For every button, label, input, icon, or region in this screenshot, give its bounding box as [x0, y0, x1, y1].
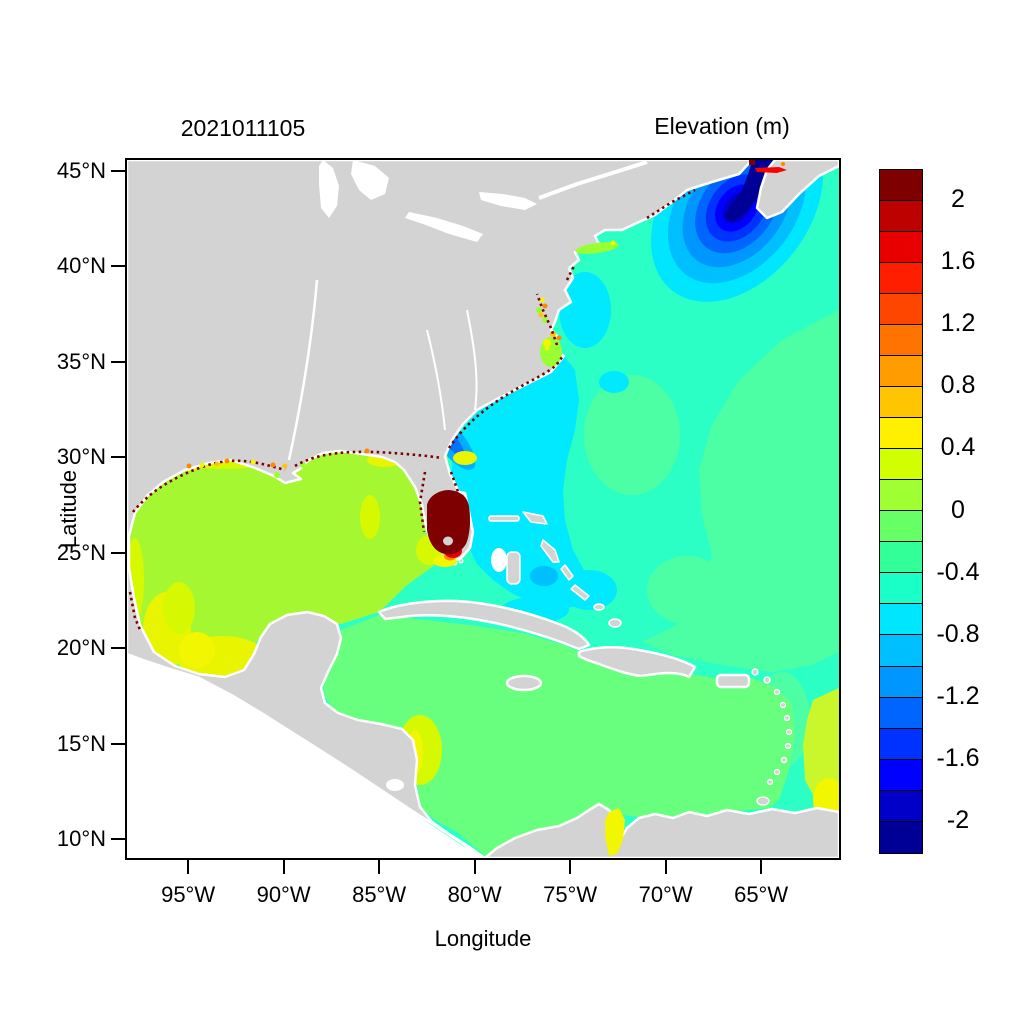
x-tick-mark: [378, 860, 381, 874]
cuba: [377, 599, 591, 651]
colorbar-cell: [880, 759, 922, 791]
lake-ontario: [479, 192, 537, 210]
colorbar-tick-label: 0: [951, 495, 965, 524]
x-tick-mark: [473, 860, 476, 874]
colorbar-tick-label: 0.4: [940, 433, 976, 462]
colorbar-tick-label: -0.4: [936, 557, 980, 586]
pacific-no-data: [127, 654, 487, 858]
south-america: [483, 802, 839, 858]
lake-nicaragua: [386, 779, 404, 791]
y-tick-mark: [111, 169, 125, 172]
colorbar-title: Elevation (m): [654, 113, 790, 139]
y-tick-mark: [111, 265, 125, 267]
colorbar-tick-label: 1.2: [940, 309, 976, 338]
x-tick-mark: [282, 860, 285, 874]
y-tick-mark: [111, 551, 125, 554]
colorbar-cell: [880, 449, 922, 481]
colorbar-cell: [880, 325, 922, 357]
colorbar-cell: [880, 356, 922, 388]
y-tick-mark: [111, 647, 125, 649]
colorbar-cell: [880, 821, 922, 853]
x-tick-label: 80°W: [447, 882, 502, 907]
mississippi-river: [287, 279, 319, 461]
y-tick-label: 45°N: [56, 157, 106, 183]
x-axis-label: Longitude: [434, 926, 532, 951]
lake-huron: [351, 160, 389, 200]
x-tick-label: 90°W: [256, 882, 311, 907]
colorbar-cell: [880, 666, 922, 698]
puerto-rico: [715, 673, 751, 689]
elevation-map: [127, 160, 839, 858]
lesser-antilles: [751, 668, 793, 806]
y-tick-mark: [111, 838, 125, 840]
coastal-speckles: [128, 188, 696, 633]
y-tick-label: 25°N: [56, 539, 106, 565]
lake-erie: [405, 212, 483, 242]
colorbar-cell: [880, 511, 922, 543]
colorbar-tick-label: 0.8: [940, 371, 976, 400]
deeper-cyan-patch: [530, 566, 558, 586]
x-tick-label: 85°W: [352, 882, 407, 907]
colorbar-cell: [880, 418, 922, 450]
colorbar-cell: [880, 170, 922, 202]
y-tick-mark: [111, 456, 125, 458]
x-tick-mark: [187, 860, 190, 874]
y-tick-label: 10°N: [56, 826, 106, 851]
colorbar-cell: [880, 604, 922, 636]
x-tick-mark: [569, 860, 572, 874]
x-tick-label: 75°W: [543, 882, 598, 907]
y-tick-label: 20°N: [56, 635, 106, 660]
jamaica: [505, 674, 543, 692]
river-3: [426, 329, 446, 431]
colorbar-cell: [880, 232, 922, 264]
gulf-of-venezuela-high: [605, 808, 625, 856]
y-tick-label: 35°N: [56, 348, 106, 374]
andros-flats: [491, 548, 507, 572]
st-lawrence-river: [538, 160, 648, 200]
colorbar-cell: [880, 542, 922, 574]
coastal-speckle-dots: [186, 303, 562, 469]
y-tick-mark: [111, 360, 125, 363]
lake-michigan: [319, 160, 339, 218]
colorbar-cell: [880, 635, 922, 667]
colorbar-cell: [880, 387, 922, 419]
x-tick-label: 70°W: [638, 882, 693, 907]
colorbar-tick-label: -0.8: [936, 619, 980, 648]
y-tick-label: 30°N: [56, 444, 106, 469]
bahamas: [488, 511, 622, 628]
lakes-and-rivers: [287, 160, 648, 791]
y-tick-label: 15°N: [56, 730, 106, 756]
colorbar-cell: [880, 697, 922, 729]
colorbar-cell: [880, 790, 922, 822]
y-axis-label: Latitude: [56, 469, 82, 549]
cyan-coastal-band: [451, 272, 629, 623]
x-tick-label: 95°W: [161, 882, 216, 907]
colorbar-cell: [880, 573, 922, 605]
river-2: [466, 309, 478, 411]
colorbar-cell: [880, 294, 922, 326]
hispaniola: [577, 646, 697, 679]
colorbar-cell: [880, 263, 922, 295]
map-plot-area: [125, 158, 841, 860]
colorbar-tick-label: -1.2: [936, 681, 980, 710]
nova-scotia: [755, 160, 839, 220]
colorbar-cell: [880, 728, 922, 760]
colorbar: [879, 169, 923, 854]
south-florida-flood: [416, 490, 470, 567]
timestamp-title: 2021011105: [180, 115, 306, 141]
colorbar-cell: [880, 201, 922, 233]
colorbar-tick-label: 1.6: [940, 247, 976, 276]
x-tick-mark: [760, 860, 763, 874]
colorbar-tick-label: -2: [946, 805, 970, 834]
colorbar-tick-label: -1.6: [936, 743, 980, 772]
y-tick-label: 40°N: [56, 253, 106, 278]
nova-scotia-high-streak: [749, 160, 787, 173]
colorbar-cell: [880, 480, 922, 512]
y-tick-mark: [111, 742, 125, 745]
x-tick-mark: [664, 860, 667, 874]
colorbar-tick-label: 2: [951, 185, 965, 214]
x-tick-label: 65°W: [734, 882, 789, 907]
